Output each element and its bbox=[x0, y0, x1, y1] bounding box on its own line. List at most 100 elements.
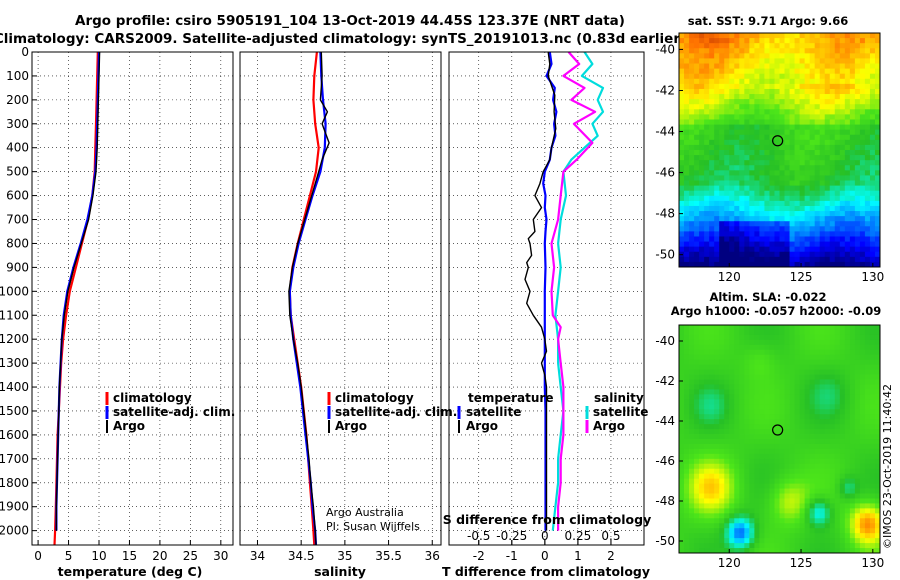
map-cell bbox=[719, 53, 725, 59]
map-cell bbox=[699, 241, 705, 248]
map-cell bbox=[859, 463, 866, 470]
map-cell bbox=[764, 124, 770, 131]
map-cell bbox=[699, 463, 705, 470]
map-cell bbox=[839, 434, 846, 440]
temperature-xlabel: temperature (deg C) bbox=[58, 564, 203, 579]
map-cell bbox=[819, 226, 826, 232]
map-cell bbox=[824, 48, 831, 54]
map-cell bbox=[774, 483, 780, 489]
map-cell bbox=[774, 334, 780, 341]
map-cell bbox=[819, 83, 826, 90]
map-cell bbox=[829, 53, 836, 59]
map-cell bbox=[844, 200, 851, 207]
map-cell bbox=[709, 329, 715, 336]
map-cell bbox=[834, 104, 841, 110]
map-cell bbox=[734, 404, 740, 410]
map-cell bbox=[814, 114, 821, 120]
map-cell bbox=[869, 518, 876, 524]
map-cell bbox=[824, 543, 831, 549]
map-cell bbox=[844, 150, 851, 156]
map-cell bbox=[844, 473, 851, 480]
map-cell bbox=[794, 508, 801, 514]
map-cell bbox=[804, 548, 811, 554]
map-cell bbox=[784, 211, 790, 217]
map-cell bbox=[754, 185, 760, 192]
map-cell bbox=[694, 374, 700, 380]
map-cell bbox=[854, 124, 861, 131]
map-cell bbox=[734, 165, 740, 171]
map-cell bbox=[849, 493, 856, 499]
map-cell bbox=[709, 349, 715, 356]
map-cell bbox=[714, 99, 720, 105]
map-cell bbox=[864, 548, 871, 554]
map-cell bbox=[859, 503, 866, 509]
map-cell bbox=[859, 399, 866, 405]
map-cell bbox=[874, 334, 881, 341]
map-cell bbox=[759, 443, 765, 450]
s-tick-label: 0 bbox=[541, 529, 549, 543]
map-cell bbox=[714, 200, 720, 207]
map-cell bbox=[764, 211, 770, 217]
map-cell bbox=[779, 160, 785, 166]
map-y-tick-label: -48 bbox=[655, 494, 675, 508]
map-cell bbox=[734, 58, 740, 64]
map-cell bbox=[819, 114, 826, 120]
map-cell bbox=[739, 359, 745, 366]
y-tick-label: 0 bbox=[21, 45, 29, 59]
map-cell bbox=[859, 339, 866, 346]
map-cell bbox=[679, 150, 685, 156]
map-cell bbox=[689, 434, 695, 440]
map-cell bbox=[784, 160, 790, 166]
map-cell bbox=[764, 251, 770, 258]
map-cell bbox=[679, 473, 685, 480]
map-cell bbox=[709, 394, 715, 400]
map-cell bbox=[784, 119, 790, 125]
map-cell bbox=[739, 379, 745, 385]
map-cell bbox=[844, 508, 851, 514]
map-cell bbox=[839, 448, 846, 455]
map-cell bbox=[874, 48, 881, 54]
map-cell bbox=[779, 99, 785, 105]
map-cell bbox=[774, 251, 780, 258]
map-cell bbox=[824, 241, 831, 248]
map-cell bbox=[824, 129, 831, 136]
map-cell bbox=[829, 241, 836, 248]
map-cell bbox=[689, 543, 695, 549]
map-cell bbox=[794, 129, 801, 136]
map-cell bbox=[769, 48, 775, 54]
map-cell bbox=[709, 523, 715, 529]
map-cell bbox=[784, 256, 790, 263]
map-cell bbox=[719, 205, 725, 212]
legend-heading-salinity: salinity bbox=[594, 391, 644, 405]
map-cell bbox=[694, 439, 700, 445]
map-cell bbox=[754, 533, 760, 539]
map-cell bbox=[679, 200, 685, 207]
map-cell bbox=[749, 251, 755, 258]
map-cell bbox=[809, 241, 816, 248]
map-cell bbox=[869, 399, 876, 405]
map-cell bbox=[834, 170, 841, 176]
map-cell bbox=[874, 104, 881, 110]
legend-label-satellite: satellite-adj. clim. bbox=[113, 405, 235, 419]
map-cell bbox=[774, 513, 780, 519]
map-cell bbox=[859, 129, 866, 136]
map-cell bbox=[804, 434, 811, 440]
map-cell bbox=[849, 354, 856, 361]
map-cell bbox=[759, 73, 765, 80]
map-cell bbox=[794, 424, 801, 430]
map-cell bbox=[684, 364, 690, 371]
map-cell bbox=[744, 104, 750, 110]
map-cell bbox=[844, 543, 851, 549]
map-cell bbox=[809, 119, 816, 125]
map-cell bbox=[809, 83, 816, 90]
map-cell bbox=[749, 246, 755, 253]
map-cell bbox=[704, 68, 710, 75]
map-cell bbox=[744, 139, 750, 146]
y-tick-label: 100 bbox=[6, 69, 29, 83]
map-cell bbox=[854, 325, 861, 331]
map-cell bbox=[829, 58, 836, 64]
map-cell bbox=[784, 364, 790, 371]
map-cell bbox=[714, 419, 720, 425]
map-cell bbox=[709, 483, 715, 489]
map-cell bbox=[704, 231, 710, 237]
